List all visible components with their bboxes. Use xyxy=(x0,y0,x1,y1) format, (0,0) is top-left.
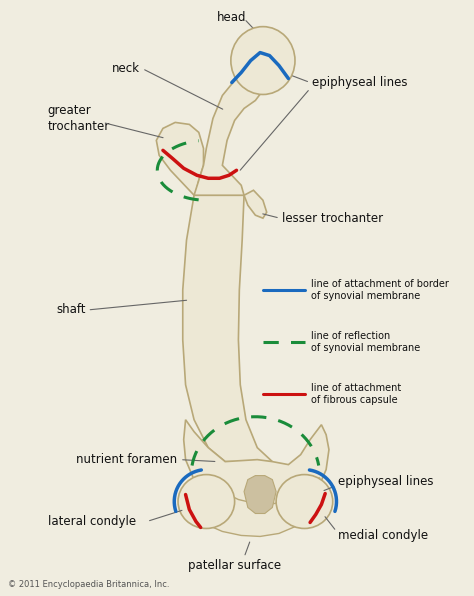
Text: line of attachment of border
of synovial membrane: line of attachment of border of synovial… xyxy=(311,279,449,301)
Text: patellar surface: patellar surface xyxy=(188,560,281,572)
Text: shaft: shaft xyxy=(56,303,86,316)
Text: lateral condyle: lateral condyle xyxy=(48,515,136,528)
Text: neck: neck xyxy=(112,62,140,75)
Polygon shape xyxy=(184,420,329,527)
Ellipse shape xyxy=(178,474,235,529)
Text: epiphyseal lines: epiphyseal lines xyxy=(312,76,408,89)
Text: head: head xyxy=(217,11,246,24)
Text: medial condyle: medial condyle xyxy=(338,529,428,542)
Text: line of attachment
of fibrous capsule: line of attachment of fibrous capsule xyxy=(311,383,401,405)
Polygon shape xyxy=(244,476,276,514)
Polygon shape xyxy=(194,76,263,195)
Ellipse shape xyxy=(276,474,333,529)
Polygon shape xyxy=(244,190,267,218)
Text: epiphyseal lines: epiphyseal lines xyxy=(338,475,434,488)
Text: line of reflection
of synovial membrane: line of reflection of synovial membrane xyxy=(311,331,420,353)
Text: © 2011 Encyclopaedia Britannica, Inc.: © 2011 Encyclopaedia Britannica, Inc. xyxy=(8,581,170,589)
Text: greater
trochanter: greater trochanter xyxy=(48,104,110,133)
Polygon shape xyxy=(189,477,321,536)
Text: lesser trochanter: lesser trochanter xyxy=(282,212,383,225)
Polygon shape xyxy=(156,122,203,195)
Ellipse shape xyxy=(231,27,295,95)
Text: nutrient foramen: nutrient foramen xyxy=(76,453,177,466)
Polygon shape xyxy=(183,195,273,462)
